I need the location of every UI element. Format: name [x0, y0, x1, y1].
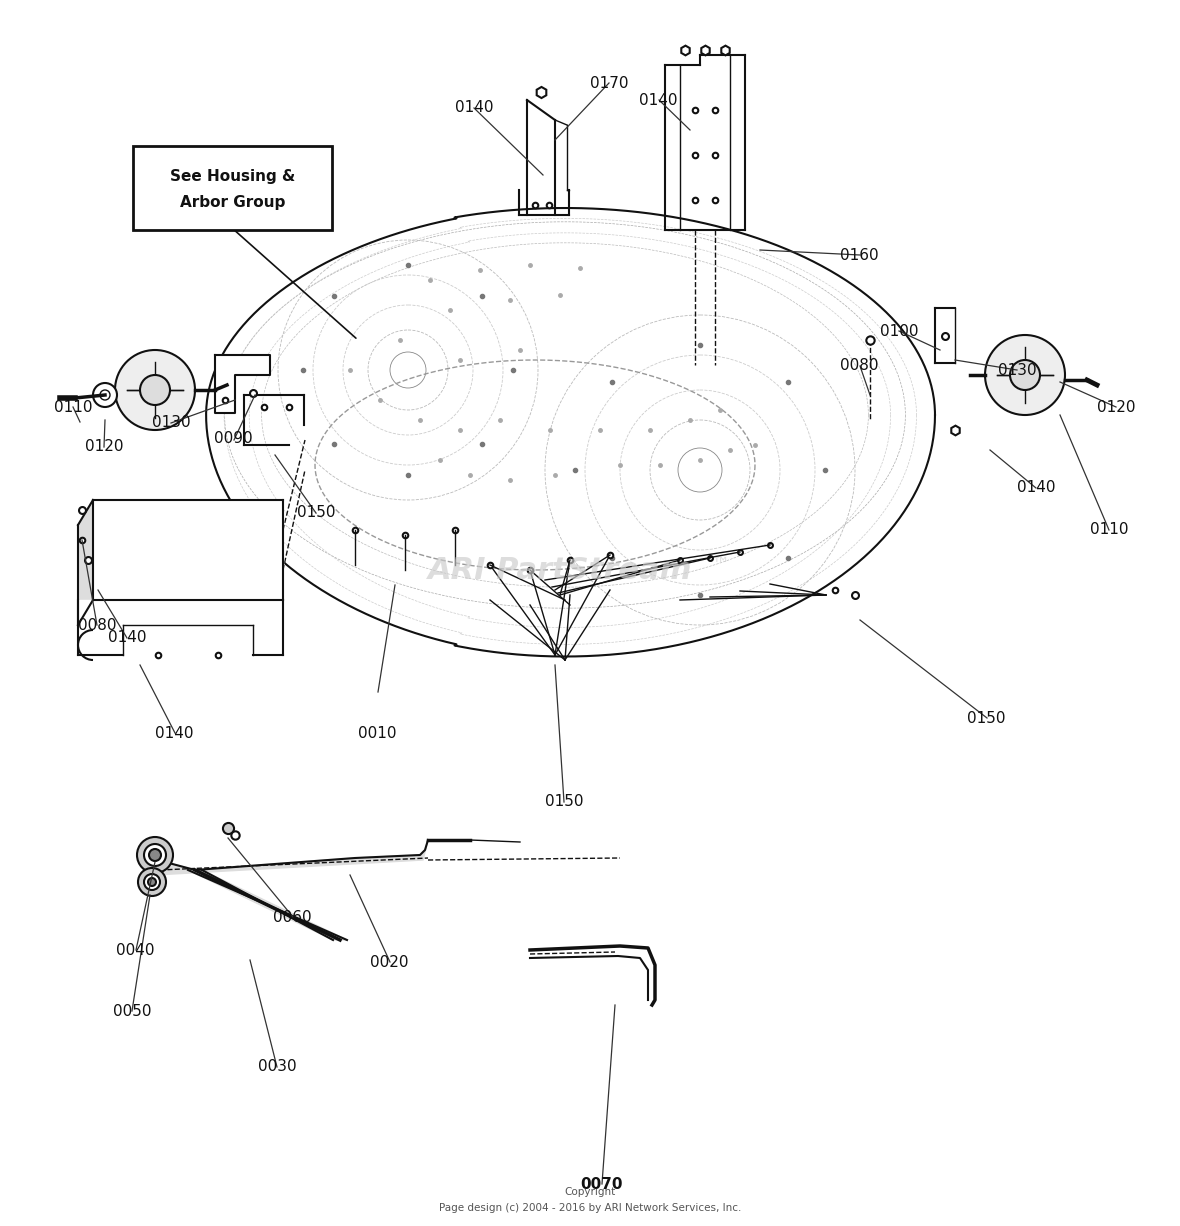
Polygon shape — [215, 356, 270, 413]
Text: 0140: 0140 — [156, 726, 194, 741]
Text: 0120: 0120 — [85, 439, 123, 454]
Text: 0140: 0140 — [1017, 481, 1055, 495]
Circle shape — [138, 868, 166, 896]
Polygon shape — [78, 500, 93, 625]
Text: 0030: 0030 — [258, 1059, 296, 1074]
Circle shape — [149, 848, 160, 861]
Text: 0010: 0010 — [359, 726, 396, 741]
Text: 0150: 0150 — [297, 505, 335, 520]
Text: Copyright: Copyright — [564, 1187, 616, 1197]
Text: 0090: 0090 — [215, 432, 253, 446]
Circle shape — [140, 375, 170, 405]
Text: 0060: 0060 — [274, 910, 312, 924]
Text: 0140: 0140 — [640, 93, 677, 108]
Circle shape — [93, 383, 117, 407]
Text: ARI PartStream: ARI PartStream — [428, 555, 693, 585]
FancyBboxPatch shape — [133, 146, 332, 230]
Text: 0020: 0020 — [371, 955, 408, 970]
Text: 0160: 0160 — [840, 248, 878, 262]
Text: 0110: 0110 — [1090, 522, 1128, 537]
Text: 0150: 0150 — [545, 794, 583, 809]
Text: ™: ™ — [712, 557, 729, 574]
Text: 0140: 0140 — [109, 630, 146, 645]
Text: 0120: 0120 — [1097, 400, 1135, 414]
Text: 0040: 0040 — [117, 943, 155, 958]
Circle shape — [1010, 360, 1040, 390]
Circle shape — [144, 843, 166, 866]
Text: Page design (c) 2004 - 2016 by ARI Network Services, Inc.: Page design (c) 2004 - 2016 by ARI Netwo… — [439, 1203, 741, 1213]
Text: 0050: 0050 — [113, 1004, 151, 1019]
Text: 0170: 0170 — [590, 76, 628, 91]
Text: 0080: 0080 — [78, 618, 116, 633]
Circle shape — [114, 349, 195, 430]
Text: 0080: 0080 — [840, 358, 878, 373]
Polygon shape — [188, 870, 347, 940]
Text: Arbor Group: Arbor Group — [179, 195, 286, 210]
Polygon shape — [78, 600, 283, 655]
Polygon shape — [155, 840, 428, 875]
Text: See Housing &: See Housing & — [170, 168, 295, 184]
Text: 0150: 0150 — [968, 711, 1005, 726]
Circle shape — [985, 335, 1066, 414]
Text: 0110: 0110 — [54, 400, 92, 414]
Circle shape — [137, 837, 173, 873]
Text: 0130: 0130 — [152, 416, 190, 430]
Text: 0070: 0070 — [581, 1177, 623, 1192]
Text: 0100: 0100 — [880, 324, 918, 338]
Polygon shape — [93, 500, 283, 600]
Circle shape — [144, 874, 160, 890]
Text: 0140: 0140 — [455, 101, 493, 115]
Text: 0130: 0130 — [998, 363, 1036, 378]
Circle shape — [148, 878, 156, 886]
